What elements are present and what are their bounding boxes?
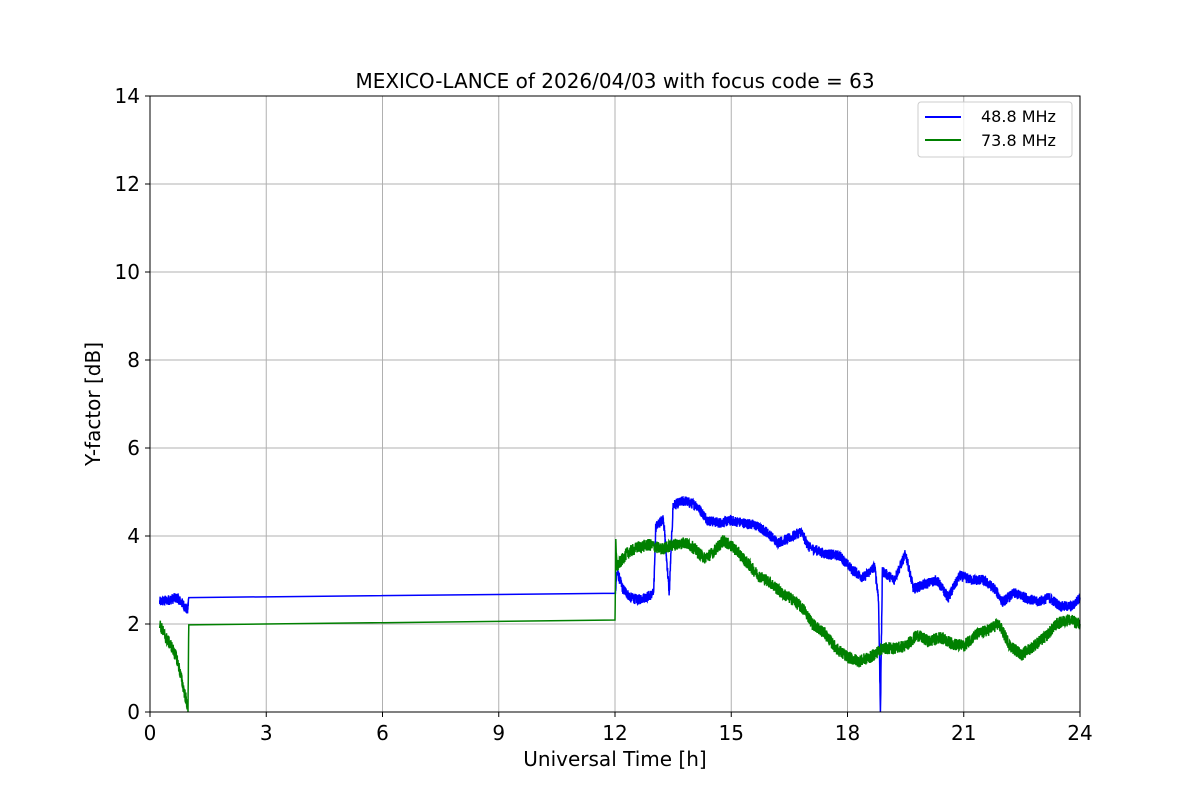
series-line-73-8-mhz	[158, 535, 1081, 713]
y-axis-label: Y-factor [dB]	[81, 342, 105, 467]
y-tick-label: 4	[127, 524, 140, 548]
y-tick-label: 2	[127, 612, 140, 636]
y-tick-label: 14	[115, 84, 140, 108]
legend-label-48-8: 48.8 MHz	[981, 107, 1056, 126]
x-tick-label: 9	[492, 721, 505, 745]
y-tick-label: 10	[115, 260, 140, 284]
x-tick-label: 24	[1067, 721, 1092, 745]
y-tick-label: 12	[115, 172, 140, 196]
legend-label-73-8: 73.8 MHz	[981, 131, 1056, 150]
series-line-48-8-mhz	[158, 495, 1081, 713]
chart-title: MEXICO-LANCE of 2026/04/03 with focus co…	[355, 69, 874, 93]
legend: 48.8 MHz 73.8 MHz	[917, 101, 1073, 158]
x-tick-label: 12	[602, 721, 627, 745]
x-tick-label: 6	[376, 721, 389, 745]
series-layer	[158, 495, 1081, 713]
x-tick-label: 18	[835, 721, 860, 745]
x-tick-label: 3	[260, 721, 273, 745]
x-tick-label: 21	[951, 721, 976, 745]
x-axis-label: Universal Time [h]	[523, 747, 706, 771]
x-tick-label: 0	[144, 721, 157, 745]
x-tick-label: 15	[719, 721, 744, 745]
y-tick-label: 0	[127, 700, 140, 724]
legend-box	[917, 101, 1073, 158]
y-tick-label: 8	[127, 348, 140, 372]
y-tick-label: 6	[127, 436, 140, 460]
